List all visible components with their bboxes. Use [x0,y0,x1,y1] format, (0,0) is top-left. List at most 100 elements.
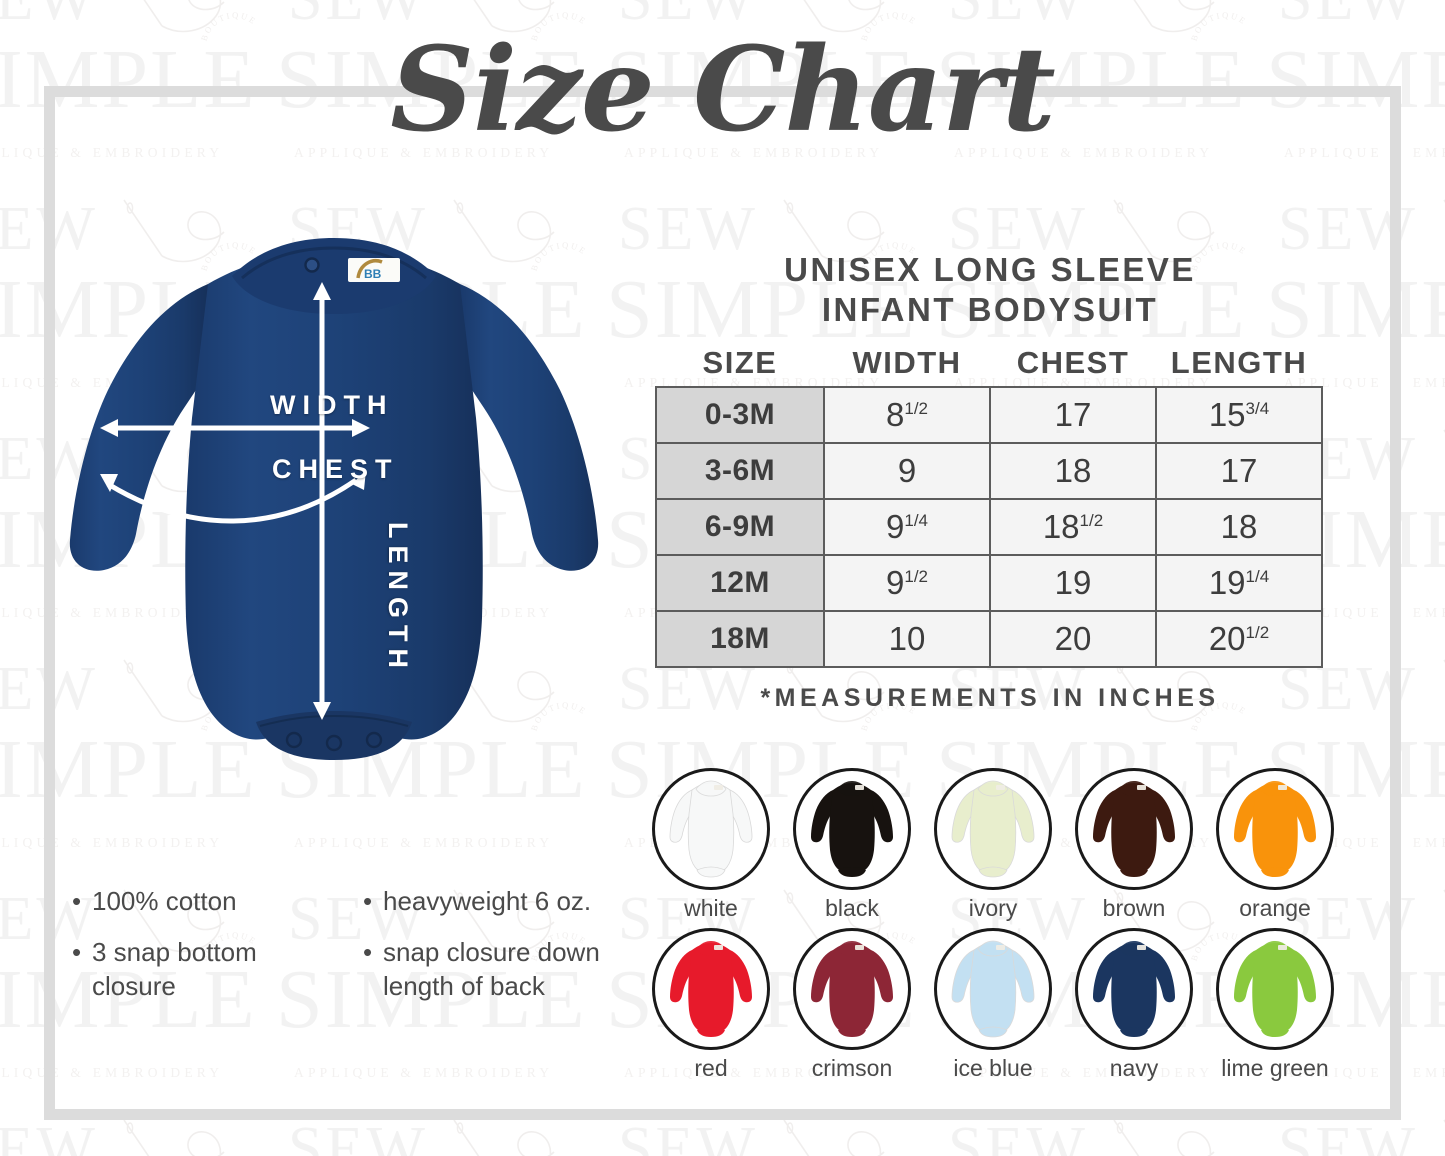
bodysuit-body [185,254,483,740]
table-row: 12M 91/2 19 191/4 [655,553,1323,612]
color-swatch[interactable]: ice blue [930,928,1056,1082]
cell-size: 12M [655,553,825,612]
color-swatch[interactable]: navy [1071,928,1197,1082]
table-header-row: SIZE WIDTH CHEST LENGTH [656,345,1322,387]
tag-logo-text: BB [364,267,382,281]
feature-item: • 100% cotton [72,885,337,918]
feature-item: • heavyweight 6 oz. [363,885,628,918]
column-header-length: LENGTH [1170,344,1308,380]
color-swatch[interactable]: lime green [1212,928,1338,1082]
fraction-superscript: 1/4 [1245,566,1270,586]
table-row: 3-6M 9 18 17 [655,441,1323,500]
cell-width: 9 [823,441,991,500]
swatch-bodysuit-icon [1075,928,1193,1050]
cell-chest: 17 [989,385,1157,444]
cell-width: 91/2 [823,553,991,612]
swatch-label: brown [1102,895,1166,921]
snap-button-2 [325,734,343,752]
needle-thread-icon [783,1119,885,1156]
swatch-label: navy [1109,1055,1159,1081]
cell-width: 91/4 [823,497,991,556]
cell-width: 81/2 [823,385,991,444]
swatch-bodysuit-icon [1075,768,1193,890]
color-swatch[interactable]: red [648,928,774,1082]
color-swatch[interactable]: orange [1212,768,1338,922]
table-row: 18M 10 20 201/2 [655,609,1323,668]
feature-text: 3 snap bottom closure [92,937,257,1001]
cell-chest: 18 [989,441,1157,500]
length-arrow [313,282,331,720]
swatch-bodysuit-icon [652,768,770,890]
product-title-line1: UNISEX LONG SLEEVE [784,251,1196,288]
needle-thread-icon [1443,889,1445,893]
cell-length: 17 [1155,441,1323,500]
fraction-superscript: 1/2 [904,566,928,586]
color-swatch[interactable]: black [789,768,915,922]
watermark-brand-line1: SEW [1278,1115,1418,1156]
fraction-superscript: 1/2 [1079,510,1104,530]
color-swatch[interactable]: ivory [930,768,1056,922]
fraction-superscript: 3/4 [1245,398,1270,418]
table-row: 0-3M 81/2 17 153/4 [655,385,1323,444]
color-swatch-gallery: white black ivory [648,768,1338,1088]
feature-item: • 3 snap bottom closure [72,936,337,1003]
swatch-bodysuit-icon [793,928,911,1050]
swatch-label: crimson [811,1055,893,1081]
chest-measure-label: CHEST [272,454,399,484]
swatch-bodysuit-icon [652,928,770,1050]
table-header: SIZE WIDTH CHEST LENGTH [656,345,1322,387]
snap-button-3 [365,731,383,749]
swatch-label: red [694,1055,728,1081]
features-column-right: • heavyweight 6 oz. • snap closure down … [363,885,628,1021]
size-measurement-table: SIZE WIDTH CHEST LENGTH 0-3M 81/2 17 153/4 3… [655,345,1323,668]
color-swatch[interactable]: white [648,768,774,922]
cell-size: 18M [655,609,825,668]
column-header-width: WIDTH [852,344,962,380]
cell-width: 10 [823,609,991,668]
gusset-seam [259,714,409,727]
shoulder-snap [304,257,320,273]
watermark-brand-line1: SEW [948,1115,1088,1156]
bodysuit-illustration: BB [69,238,599,760]
swatch-label: ice blue [953,1055,1033,1081]
feature-item: • snap closure down length of back [363,936,628,1003]
watermark-brand-line1: SEW [0,1115,98,1156]
needle-thread-icon [1113,1119,1215,1156]
product-title-line2: INFANT BODYSUIT [821,291,1159,329]
page-title: Size Chart [390,22,1055,158]
fraction-superscript: 1/2 [1245,622,1270,642]
watermark-brand-line1: SEW [288,1115,428,1156]
color-swatch[interactable]: brown [1071,768,1197,922]
cell-chest: 20 [989,609,1157,668]
needle-thread-icon [1443,199,1445,203]
color-swatch-row-1: white black ivory [648,768,1338,922]
cell-chest: 181/2 [989,497,1157,556]
right-sleeve [460,284,599,571]
swatch-label: orange [1239,895,1311,921]
chest-arrow-head-left [100,474,118,492]
length-measure-label: LENGTH [383,522,413,675]
features-column-left: • 100% cotton • 3 snap bottom closure [72,885,337,1021]
swatch-label: ivory [968,895,1018,921]
width-measure-label: WIDTH [270,390,394,420]
specs-panel: UNISEX LONG SLEEVE INFANT BODYSUIT SIZE … [655,250,1325,713]
swatch-label: lime green [1221,1055,1329,1081]
bullet-icon: • [72,886,82,916]
swatch-bodysuit-icon [1216,928,1334,1050]
bullet-icon: • [72,937,82,968]
measurement-units-note: *MEASUREMENTS IN INCHES [760,683,1220,712]
swatch-bodysuit-icon [1216,768,1334,890]
fraction-superscript: 1/2 [904,398,928,418]
swatch-bodysuit-icon [934,768,1052,890]
cell-length: 201/2 [1155,609,1323,668]
cell-length: 18 [1155,497,1323,556]
watermark-tagline: APPLIQUE & EMBROIDERY [0,1065,224,1080]
cell-length: 153/4 [1155,385,1323,444]
cell-chest: 19 [989,553,1157,612]
color-swatch[interactable]: crimson [789,928,915,1082]
